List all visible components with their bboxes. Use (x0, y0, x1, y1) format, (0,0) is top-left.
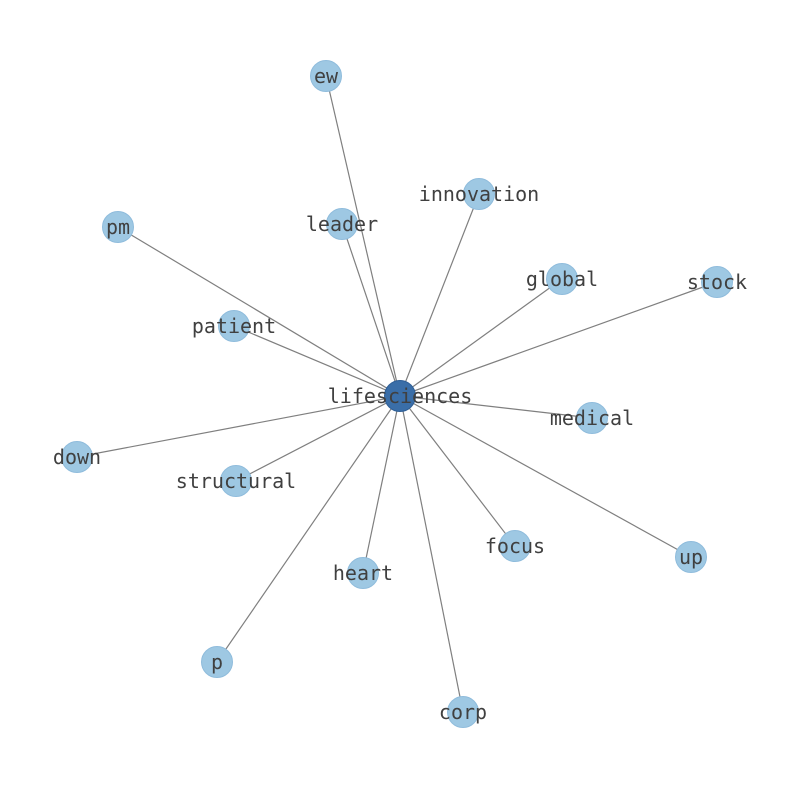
node-leader[interactable] (326, 208, 358, 240)
labels: lifesciences ew innovation leader pm global st… (53, 64, 747, 724)
edge-lifesciences-innovation (399, 193, 480, 397)
node-pm[interactable] (102, 211, 134, 243)
node-label-heart: heart (333, 561, 393, 585)
node-label-corp: corp (439, 700, 487, 724)
node-focus[interactable] (499, 530, 531, 562)
node-p[interactable] (201, 646, 233, 678)
node-stock[interactable] (701, 266, 733, 298)
edge-lifesciences-p (216, 395, 401, 663)
node-patient[interactable] (218, 310, 250, 342)
node-label-leader: leader (306, 212, 378, 236)
edge-lifesciences-up (399, 395, 692, 558)
edge-lifesciences-stock (399, 281, 718, 397)
edge-lifesciences-medical (399, 395, 593, 419)
node-down[interactable] (61, 441, 93, 473)
node-label-up: up (679, 545, 703, 569)
edge-lifesciences-down (76, 395, 401, 458)
edge-lifesciences-global (399, 278, 563, 397)
nodes (61, 60, 733, 728)
edge-lifesciences-focus (399, 395, 516, 547)
edge-lifesciences-patient (233, 325, 401, 397)
edges (76, 75, 718, 713)
node-up[interactable] (675, 541, 707, 573)
node-label-innovation: innovation (419, 182, 539, 206)
node-label-down: down (53, 445, 101, 469)
node-label-lifesciences: lifesciences (328, 384, 473, 408)
edge-lifesciences-heart (362, 395, 401, 574)
node-label-focus: focus (485, 534, 545, 558)
node-label-stock: stock (687, 270, 747, 294)
edge-lifesciences-corp (399, 395, 464, 713)
node-structural[interactable] (220, 465, 252, 497)
edge-lifesciences-structural (235, 395, 401, 482)
node-innovation[interactable] (463, 178, 495, 210)
node-heart[interactable] (347, 557, 379, 589)
edge-lifesciences-ew (325, 75, 401, 397)
node-label-patient: patient (192, 314, 276, 338)
node-label-ew: ew (314, 64, 339, 88)
node-ew[interactable] (310, 60, 342, 92)
node-label-p: p (211, 650, 223, 674)
node-label-global: global (526, 267, 598, 291)
node-label-pm: pm (106, 215, 130, 239)
edge-lifesciences-leader (341, 223, 401, 397)
node-medical[interactable] (576, 402, 608, 434)
edge-lifesciences-pm (117, 226, 401, 397)
node-global[interactable] (546, 263, 578, 295)
node-label-structural: structural (176, 469, 296, 493)
node-label-medical: medical (550, 406, 634, 430)
node-corp[interactable] (447, 696, 479, 728)
node-lifesciences[interactable] (384, 380, 416, 412)
